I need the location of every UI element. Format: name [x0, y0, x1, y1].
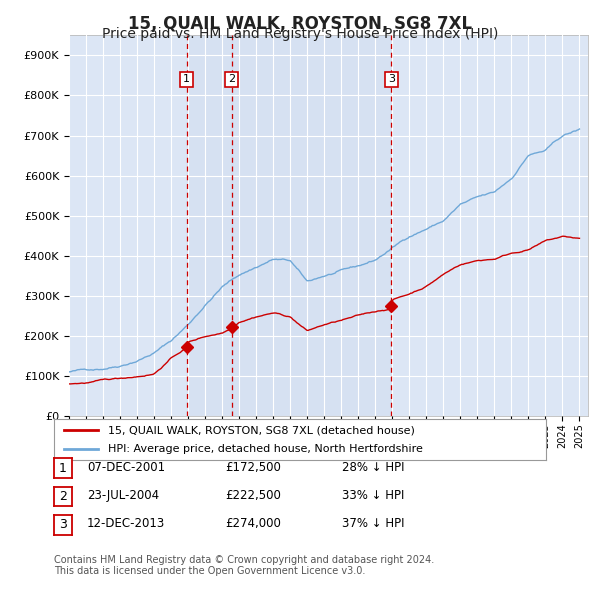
Text: HPI: Average price, detached house, North Hertfordshire: HPI: Average price, detached house, Nort… [108, 444, 423, 454]
Text: 2: 2 [228, 74, 235, 84]
Text: 15, QUAIL WALK, ROYSTON, SG8 7XL (detached house): 15, QUAIL WALK, ROYSTON, SG8 7XL (detach… [108, 425, 415, 435]
Text: 1: 1 [59, 461, 67, 475]
Text: Contains HM Land Registry data © Crown copyright and database right 2024.
This d: Contains HM Land Registry data © Crown c… [54, 555, 434, 576]
Text: 2: 2 [59, 490, 67, 503]
Text: 23-JUL-2004: 23-JUL-2004 [87, 489, 159, 502]
Text: 37% ↓ HPI: 37% ↓ HPI [342, 517, 404, 530]
Text: Price paid vs. HM Land Registry's House Price Index (HPI): Price paid vs. HM Land Registry's House … [102, 27, 498, 41]
Text: £222,500: £222,500 [225, 489, 281, 502]
Text: 15, QUAIL WALK, ROYSTON, SG8 7XL: 15, QUAIL WALK, ROYSTON, SG8 7XL [128, 15, 472, 33]
Text: 1: 1 [183, 74, 190, 84]
Text: 33% ↓ HPI: 33% ↓ HPI [342, 489, 404, 502]
Text: 12-DEC-2013: 12-DEC-2013 [87, 517, 165, 530]
Text: 3: 3 [388, 74, 395, 84]
Text: 28% ↓ HPI: 28% ↓ HPI [342, 461, 404, 474]
Text: £274,000: £274,000 [225, 517, 281, 530]
Bar [232, 35, 391, 416]
Text: 3: 3 [59, 518, 67, 532]
Text: 07-DEC-2001: 07-DEC-2001 [87, 461, 165, 474]
Text: £172,500: £172,500 [225, 461, 281, 474]
Bar [187, 35, 232, 416]
